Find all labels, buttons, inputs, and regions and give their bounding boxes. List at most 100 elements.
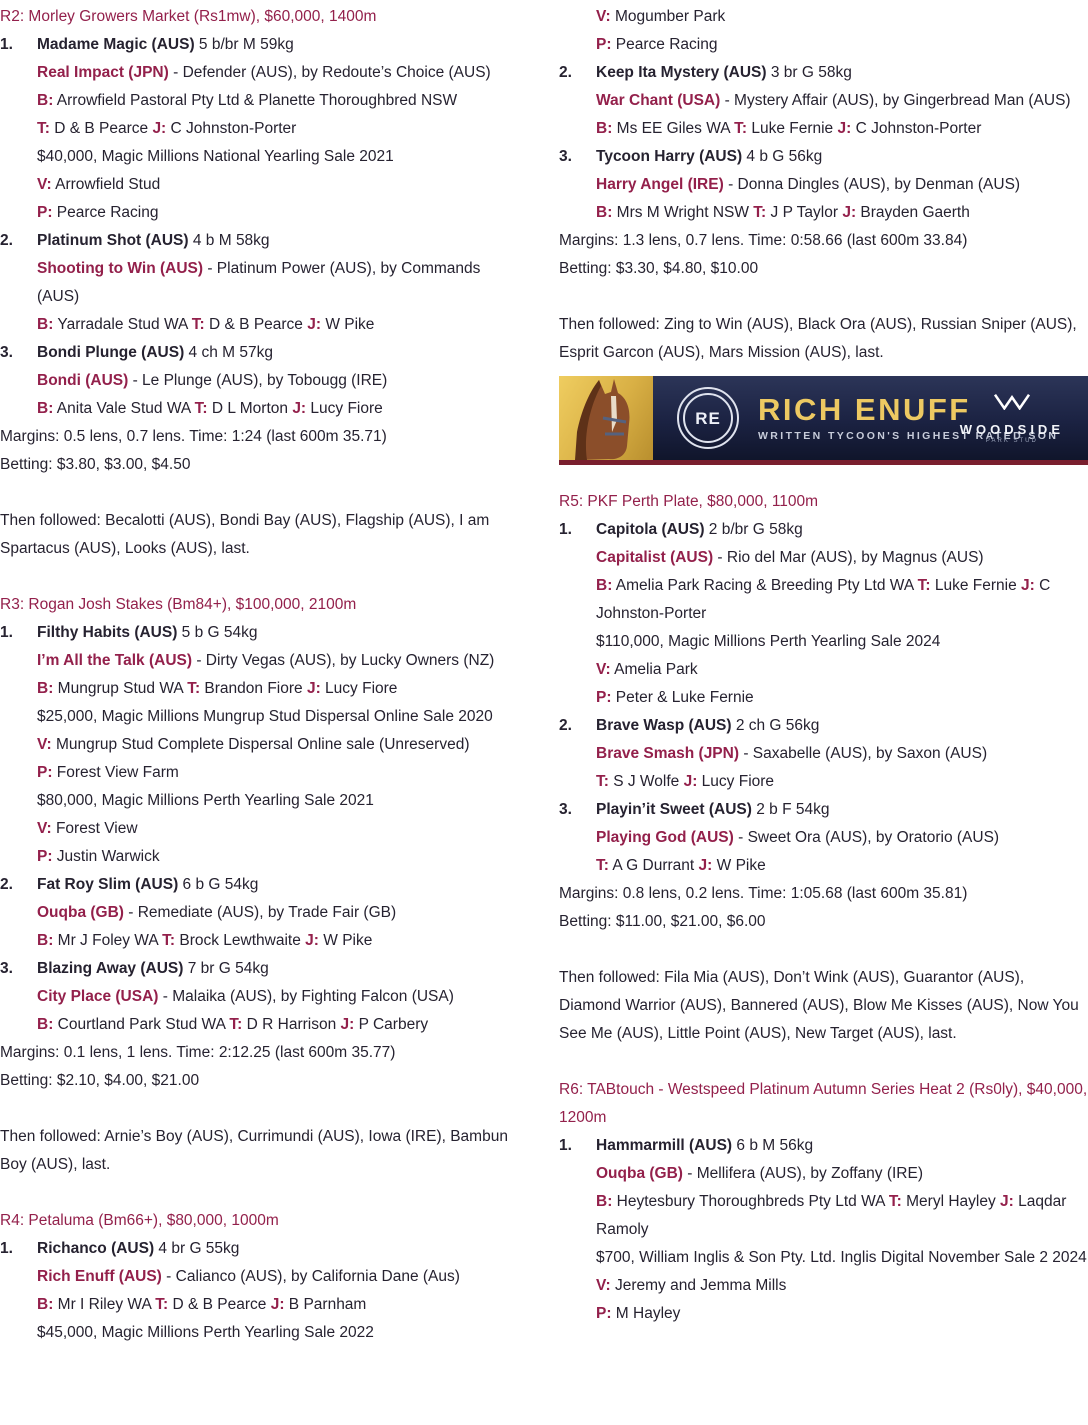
text-run: - Remediate (AUS), by Trade Fair (GB) (123, 904, 397, 921)
field-label: J: (683, 773, 698, 790)
text-run: - Rio del Mar (AUS), by Magnus (AUS) (713, 549, 984, 566)
field-label: T: (596, 857, 609, 874)
brand-name: WOODSIDE (959, 421, 1064, 437)
race-result-entry: 1. Filthy Habits (AUS) 5 b G 54kg I’m All … (0, 619, 512, 871)
horse-head-image (575, 379, 630, 460)
text-run: Betting: $11.00, $21.00, $6.00 (559, 913, 766, 930)
brand-subtitle: PARK STUD (985, 437, 1038, 444)
result-line: B: Mr J Foley WA T: Brock Lewthwaite J: … (37, 927, 512, 955)
result-line: P: Pearce Racing (596, 31, 1088, 59)
text-run: C Johnston-Porter (166, 120, 297, 137)
then-followed-line: Then followed: Becalotti (AUS), Bondi Ba… (0, 507, 512, 563)
placing-number: 3. (559, 148, 572, 165)
spacer (0, 1095, 512, 1123)
horse-name: Madame Magic (AUS) (37, 36, 195, 53)
text-run: 4 b M 58kg (188, 232, 270, 249)
text-run: B Parnham (284, 1296, 367, 1313)
text-run: Laqdar Ramoly (596, 1193, 1067, 1238)
text-run: 4 b G 56kg (742, 148, 823, 165)
logo-text: RE (695, 408, 721, 428)
result-line: $700, William Inglis & Son Pty. Ltd. Ing… (596, 1244, 1088, 1272)
race-result-entry: V: Mogumber Park P: Pearce Racing (559, 3, 1088, 59)
spacer (0, 563, 512, 591)
margins-line: Margins: 0.8 lens, 0.2 lens. Time: 1:05.… (559, 880, 1088, 908)
race-result-entry: 2. Brave Wasp (AUS) 2 ch G 56kg Brave Smas… (559, 712, 1088, 796)
results-column-right: V: Mogumber Park P: Pearce Racing 2. Keep I… (559, 3, 1088, 1347)
result-line: Margins: 0.5 lens, 0.7 lens. Time: 1:24 … (0, 423, 512, 451)
result-line: Real Impact (JPN) - Defender (AUS), by R… (37, 59, 512, 87)
ad-title: RICH ENUFF (758, 392, 971, 427)
field-label: T: (917, 577, 931, 594)
text-run: - Donna Dingles (AUS), by Denman (AUS) (723, 176, 1021, 193)
horse-name: Keep Ita Mystery (AUS) (596, 64, 767, 81)
placing-number: 2. (559, 64, 572, 81)
result-line: Betting: $3.80, $3.00, $4.50 (0, 451, 512, 479)
spacer (559, 936, 1088, 964)
field-label: T: (187, 680, 201, 697)
text-run: C Johnston-Porter (851, 120, 982, 137)
sire-name: City Place (USA) (37, 988, 159, 1005)
result-line: Then followed: Fila Mia (AUS), Don’t Win… (559, 964, 1088, 1048)
text-run: Mungrup Stud WA (53, 680, 188, 697)
result-line: V: Mogumber Park (596, 3, 1088, 31)
race-result-entry: 2. Keep Ita Mystery (AUS) 3 br G 58kg War … (559, 59, 1088, 143)
placing-number: 1. (559, 521, 572, 538)
rich-enuff-ad-banner[interactable]: RE RICH ENUFF WRITTEN TYCOON'S HIGHEST RAT… (559, 376, 1088, 465)
ad-tagline: WRITTEN TYCOON'S HIGHEST RATED SON (758, 430, 1059, 442)
result-line: T: D & B Pearce J: C Johnston-Porter (37, 115, 512, 143)
result-line: Betting: $11.00, $21.00, $6.00 (559, 908, 1088, 936)
field-label: B: (596, 577, 613, 594)
text-run: Betting: $3.30, $4.80, $10.00 (559, 260, 759, 277)
field-label: V: (596, 8, 611, 25)
sire-name: Brave Smash (JPN) (596, 745, 740, 762)
field-label: T: (37, 120, 50, 137)
field-label: T: (229, 1016, 243, 1033)
result-line: Capitola (AUS) 2 b/br G 58kg (596, 516, 1088, 544)
result-line: P: Justin Warwick (37, 843, 512, 871)
result-line: B: Mungrup Stud WA T: Brandon Fiore J: L… (37, 675, 512, 703)
race-header: R3: Rogan Josh Stakes (Bm84+), $100,000,… (0, 596, 357, 613)
field-label: T: (162, 932, 176, 949)
horse-photo (559, 376, 653, 460)
result-line: Filthy Habits (AUS) 5 b G 54kg (37, 619, 512, 647)
field-label: P: (596, 689, 612, 706)
result-line: P: M Hayley (596, 1300, 1088, 1328)
text-run: W Pike (321, 316, 375, 333)
text-run: S J Wolfe (608, 773, 684, 790)
result-line: Tycoon Harry (AUS) 4 b G 56kg (596, 143, 1088, 171)
result-line: Then followed: Becalotti (AUS), Bondi Ba… (0, 507, 512, 563)
betting-line: Betting: $11.00, $21.00, $6.00 (559, 908, 1088, 936)
field-label: B: (37, 932, 54, 949)
result-line: Margins: 0.1 lens, 1 lens. Time: 2:12.25… (0, 1039, 512, 1067)
placing-number: 1. (0, 36, 13, 53)
race-result-entry: 3. Bondi Plunge (AUS) 4 ch M 57kg Bondi (A… (0, 339, 512, 423)
race-header: R6: TABtouch - Westspeed Platinum Autumn… (559, 1081, 1088, 1126)
sire-name: Ouqba (GB) (37, 904, 124, 921)
placing-number: 1. (559, 1137, 572, 1154)
race-result-entry: 2. Platinum Shot (AUS) 4 b M 58kg Shooting… (0, 227, 512, 339)
horse-name: Fat Roy Slim (AUS) (37, 876, 179, 893)
text-run: 2 ch G 56kg (731, 717, 820, 734)
betting-line: Betting: $3.80, $3.00, $4.50 (0, 451, 512, 479)
margins-line: Margins: 0.5 lens, 0.7 lens. Time: 1:24 … (0, 423, 512, 451)
field-label: J: (292, 400, 307, 417)
text-run: $110,000, Magic Millions Perth Yearling … (596, 633, 941, 650)
result-line: Bondi (AUS) - Le Plunge (AUS), by Toboug… (37, 367, 512, 395)
field-label: B: (596, 1193, 613, 1210)
sire-name: Real Impact (JPN) (37, 64, 169, 81)
field-label: J: (698, 857, 713, 874)
text-run: 4 ch M 57kg (184, 344, 273, 361)
horse-name: Hammarmill (AUS) (596, 1137, 733, 1154)
field-label: V: (37, 820, 52, 837)
text-run: M Hayley (611, 1305, 681, 1322)
result-line: Shooting to Win (AUS) - Platinum Power (… (37, 255, 512, 311)
result-line: B: Mrs M Wright NSW T: J P Taylor J: Bra… (596, 199, 1088, 227)
text-run: Then followed: Fila Mia (AUS), Don’t Win… (559, 969, 1079, 1042)
horse-name: Playin’it Sweet (AUS) (596, 801, 752, 818)
horse-name: Bondi Plunge (AUS) (37, 344, 185, 361)
text-run: P Carbery (354, 1016, 429, 1033)
result-line: V: Amelia Park (596, 656, 1088, 684)
text-run: D & B Pearce (49, 120, 153, 137)
field-label: P: (596, 36, 612, 53)
result-line: Bondi Plunge (AUS) 4 ch M 57kg (37, 339, 512, 367)
